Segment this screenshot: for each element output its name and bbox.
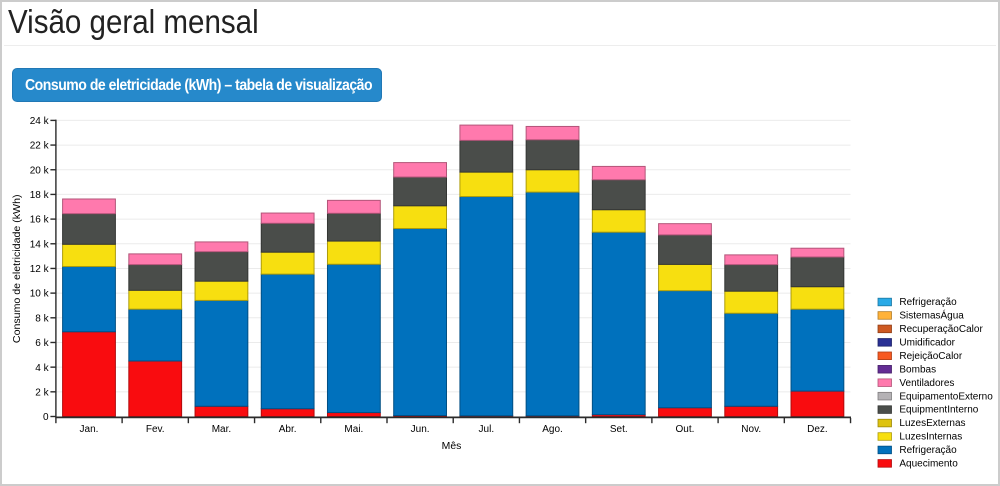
svg-text:EquipmentInterno: EquipmentInterno <box>899 405 978 416</box>
svg-text:Aquecimento: Aquecimento <box>899 459 958 470</box>
svg-text:Jul.: Jul. <box>479 424 495 435</box>
svg-text:Mai.: Mai. <box>344 424 363 435</box>
svg-text:8 k: 8 k <box>35 313 49 324</box>
svg-text:10 k: 10 k <box>30 289 50 300</box>
svg-text:Nov.: Nov. <box>741 424 761 435</box>
svg-text:14 k: 14 k <box>30 239 50 250</box>
svg-text:EquipamentoExterno: EquipamentoExterno <box>899 391 993 402</box>
svg-text:Ago.: Ago. <box>542 424 563 435</box>
svg-text:Jan.: Jan. <box>80 424 99 435</box>
svg-text:0: 0 <box>43 412 49 423</box>
svg-text:Abr.: Abr. <box>279 424 297 435</box>
svg-text:RejeiçãoCalor: RejeiçãoCalor <box>899 351 962 362</box>
svg-text:Set.: Set. <box>610 424 628 435</box>
svg-text:Bombas: Bombas <box>899 364 936 375</box>
svg-text:LuzesInternas: LuzesInternas <box>899 432 962 443</box>
svg-text:SistemasÁgua: SistemasÁgua <box>899 309 964 322</box>
svg-text:20 k: 20 k <box>30 165 50 176</box>
svg-text:6 k: 6 k <box>35 338 49 349</box>
svg-text:Dez.: Dez. <box>807 424 828 435</box>
svg-text:Jun.: Jun. <box>411 424 430 435</box>
svg-text:Ventiladores: Ventiladores <box>899 378 954 389</box>
svg-text:Out.: Out. <box>676 424 695 435</box>
svg-text:18 k: 18 k <box>30 190 50 201</box>
svg-text:Fev.: Fev. <box>146 424 165 435</box>
svg-text:Refrigeração: Refrigeração <box>899 445 957 456</box>
svg-text:24 k: 24 k <box>30 116 50 127</box>
svg-text:Refrigeração: Refrigeração <box>899 297 957 308</box>
svg-text:Mar.: Mar. <box>212 424 231 435</box>
svg-text:Mês: Mês <box>442 441 462 452</box>
svg-text:LuzesExternas: LuzesExternas <box>899 418 965 429</box>
svg-text:12 k: 12 k <box>30 264 50 275</box>
svg-text:Umidificador: Umidificador <box>899 337 955 348</box>
svg-text:16 k: 16 k <box>30 215 50 226</box>
svg-text:22 k: 22 k <box>30 141 50 152</box>
svg-text:Consumo de eletricidade (kWh): Consumo de eletricidade (kWh) <box>12 194 23 343</box>
svg-text:2 k: 2 k <box>35 387 49 398</box>
svg-text:RecuperaçãoCalor: RecuperaçãoCalor <box>899 324 983 335</box>
svg-text:4 k: 4 k <box>35 363 49 374</box>
